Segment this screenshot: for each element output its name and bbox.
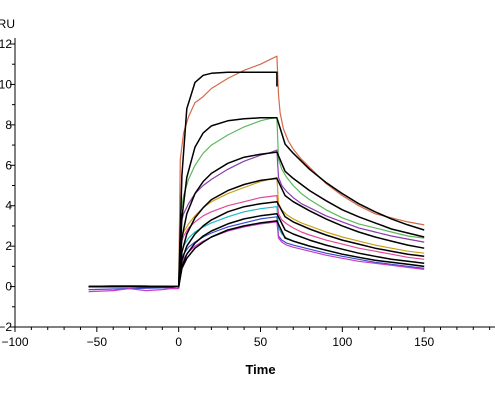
series-layer — [88, 55, 425, 293]
x-tick-label: 150 — [414, 335, 434, 349]
fit-curve-line — [88, 71, 278, 288]
fit-curve-line — [88, 117, 425, 288]
response-curve-line — [88, 117, 425, 288]
y-tick-label: 10 — [0, 77, 12, 91]
y-tick-label: 12 — [0, 37, 12, 51]
response-curve-line — [88, 206, 425, 288]
y-axis-label: RU — [0, 17, 15, 31]
y-tick-label: 0 — [5, 280, 12, 294]
x-tick-label: 100 — [332, 335, 352, 349]
x-tick-label: 0 — [175, 335, 182, 349]
y-tick-label: 8 — [5, 118, 12, 132]
ticks: −100 −50 0 50 100 150 −2 0 2 4 6 8 10 12 — [0, 37, 491, 349]
x-tick-label: −100 — [1, 335, 28, 349]
response-curve-line — [88, 221, 425, 293]
y-tick-label: 4 — [5, 199, 12, 213]
response-curve-line — [88, 149, 425, 288]
fit-curve-line — [88, 177, 425, 288]
axes — [14, 38, 495, 328]
x-axis-title: Time — [245, 362, 275, 377]
fit-curve-line — [88, 220, 425, 288]
y-tick-label: 6 — [5, 158, 12, 172]
fit-curve-line — [88, 200, 425, 288]
fit-curve-line — [88, 151, 425, 288]
y-tick-label: 2 — [5, 239, 12, 253]
y-tick-label: −2 — [0, 320, 12, 334]
x-tick-label: 50 — [254, 335, 268, 349]
fit-curve-line — [88, 213, 425, 288]
response-curve-line — [88, 55, 425, 289]
x-tick-label: −50 — [87, 335, 108, 349]
